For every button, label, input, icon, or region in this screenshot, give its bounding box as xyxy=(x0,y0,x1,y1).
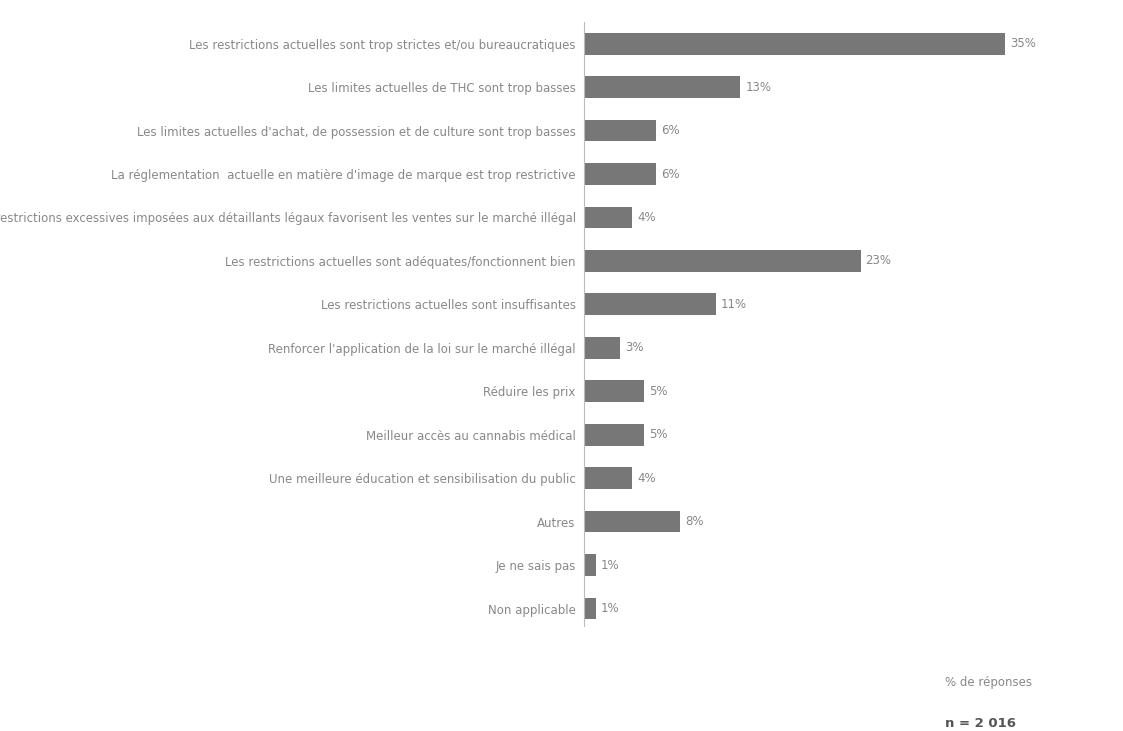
Text: 6%: 6% xyxy=(661,167,679,181)
Bar xyxy=(584,207,632,228)
Text: 5%: 5% xyxy=(649,385,667,398)
Bar xyxy=(584,424,645,446)
Bar xyxy=(584,250,860,272)
Text: 8%: 8% xyxy=(685,515,703,528)
Bar xyxy=(584,337,620,359)
Text: 1%: 1% xyxy=(601,558,620,572)
Bar xyxy=(584,380,645,402)
Text: 13%: 13% xyxy=(746,80,772,94)
Bar xyxy=(584,294,716,315)
Text: n = 2 016: n = 2 016 xyxy=(944,717,1016,730)
Bar xyxy=(584,598,596,619)
Bar xyxy=(584,554,596,576)
Bar xyxy=(584,467,632,489)
Bar xyxy=(584,76,740,98)
Bar xyxy=(584,33,1005,55)
Text: 23%: 23% xyxy=(866,254,892,268)
Text: 35%: 35% xyxy=(1010,37,1035,50)
Bar xyxy=(584,163,656,185)
Text: 1%: 1% xyxy=(601,602,620,615)
Text: 3%: 3% xyxy=(624,341,643,355)
Bar xyxy=(584,511,681,532)
Text: 11%: 11% xyxy=(721,298,747,311)
Text: 5%: 5% xyxy=(649,428,667,442)
Text: % de réponses: % de réponses xyxy=(944,676,1032,689)
Bar xyxy=(584,120,656,141)
Text: 4%: 4% xyxy=(637,471,656,485)
Text: 4%: 4% xyxy=(637,211,656,224)
Text: 6%: 6% xyxy=(661,124,679,137)
